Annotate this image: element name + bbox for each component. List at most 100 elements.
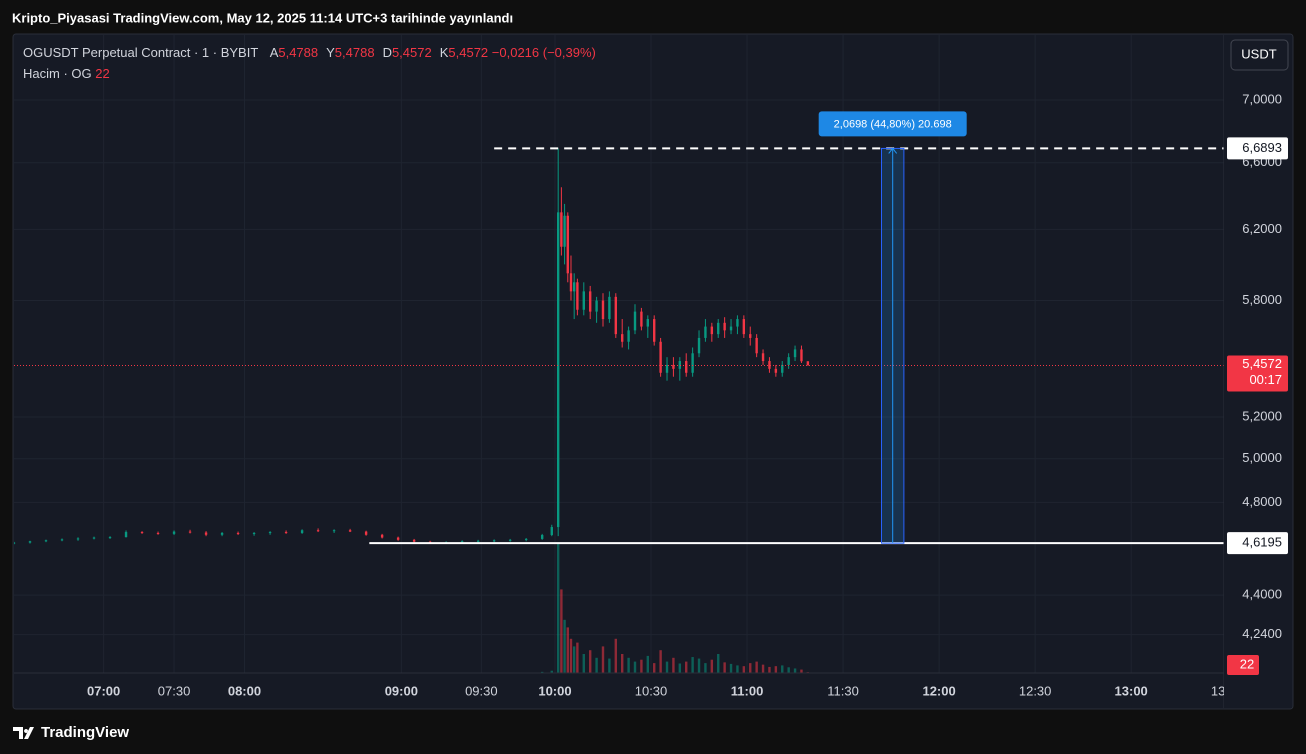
volume-bar — [556, 543, 560, 673]
x-tick-label: 11:30 — [827, 683, 859, 698]
candle-body — [640, 311, 643, 327]
candle-body — [653, 319, 656, 342]
volume-bar — [800, 669, 803, 673]
candle-body — [614, 296, 617, 335]
change-pct: (−0,39%) — [542, 45, 596, 60]
candle-body — [588, 291, 592, 312]
volume-bar — [566, 627, 569, 673]
y-tick-label: 7,0000 — [1242, 91, 1282, 106]
volume-bar — [588, 650, 592, 673]
volume-bar — [678, 663, 682, 673]
ohlc-value: 5,4572 — [391, 45, 432, 60]
candle-body — [252, 532, 256, 534]
volume-value: 22 — [95, 66, 110, 81]
last-price-tag — [1227, 355, 1288, 392]
x-tick-label: 12:00 — [922, 683, 955, 698]
countdown: 00:17 — [1249, 372, 1282, 387]
volume-bar — [787, 667, 790, 673]
symbol-legend: OGUSDT Perpetual Contract · 1 · BYBIT A5… — [23, 45, 596, 60]
x-tick-label: 07:30 — [158, 683, 191, 698]
candle-body — [582, 291, 585, 310]
candle-body — [550, 527, 553, 536]
volume-bar — [781, 665, 784, 673]
hline-tag — [1227, 532, 1288, 555]
y-tick-label: 4,8000 — [1242, 494, 1282, 509]
x-tick-label: 10:30 — [635, 683, 668, 698]
candle-body — [460, 541, 464, 543]
candle-body — [704, 326, 707, 338]
candle-body — [742, 319, 746, 335]
candle-body — [621, 334, 624, 342]
volume-bar — [576, 642, 579, 673]
ohlc-key: Y — [326, 45, 335, 60]
candle-body — [396, 537, 400, 540]
candle-body — [332, 530, 336, 532]
candle-body — [348, 530, 352, 532]
measure-tag — [818, 111, 967, 137]
candle-body — [268, 532, 272, 534]
candle-body — [659, 341, 662, 373]
volume-bar — [729, 663, 733, 673]
volume-bar — [793, 668, 797, 673]
candle-body — [172, 531, 176, 534]
volume-bar — [768, 666, 771, 673]
volume-bar — [749, 663, 752, 673]
volume-bar — [540, 671, 544, 673]
volume-tag-label: 22 — [1240, 656, 1254, 671]
volume-bar — [774, 666, 778, 673]
candle-body — [560, 212, 563, 247]
ohlc-key: A — [269, 45, 279, 60]
y-tick-label: 6,2000 — [1242, 221, 1282, 236]
candle-body — [633, 311, 637, 331]
candle-body — [14, 542, 16, 544]
candle-body — [524, 538, 528, 540]
volume-bar — [608, 658, 611, 673]
y-tick-label: 4,4000 — [1242, 587, 1282, 602]
candle-body — [124, 532, 128, 538]
candle-body — [92, 537, 96, 539]
volume-bar — [601, 646, 605, 673]
candle-body — [140, 532, 144, 534]
currency-button[interactable]: USDT — [1241, 46, 1276, 61]
candle-body — [627, 330, 630, 342]
x-tick-label: 09:00 — [385, 683, 418, 698]
volume-bar — [653, 663, 656, 673]
change: −0,0216 — [491, 45, 540, 60]
candle-body — [672, 364, 675, 369]
hline-label: 4,6195 — [1242, 535, 1282, 550]
volume-bar — [582, 654, 585, 673]
candle-body — [749, 334, 752, 338]
volume-name: Hacim · OG — [23, 66, 92, 81]
candle-body — [697, 337, 701, 354]
candle-body — [723, 322, 726, 331]
candle-body — [646, 319, 650, 327]
candle-body — [665, 364, 669, 373]
symbol: OGUSDT Perpetual Contract · 1 · BYBIT — [23, 45, 259, 60]
last-price-label: 5,4572 — [1242, 356, 1282, 371]
footer-brand: TradingView — [41, 724, 129, 741]
ohlc-value: 5,4788 — [278, 45, 319, 60]
x-tick-label: 10:00 — [538, 683, 571, 698]
volume-bar — [755, 661, 758, 673]
volume-bar — [710, 659, 714, 673]
header: Kripto_Piyasasi TradingView.com, May 12,… — [12, 10, 513, 25]
candle-body — [476, 540, 480, 542]
candle-body — [156, 532, 160, 534]
volume-bar — [595, 657, 598, 673]
candle-body — [108, 537, 112, 539]
candle-body — [774, 368, 778, 373]
volume-bar — [646, 655, 650, 673]
volume-bar — [633, 661, 637, 673]
y-tick-label: 4,2400 — [1242, 626, 1282, 641]
x-tick-label: 09:30 — [465, 683, 498, 698]
candle-body — [60, 539, 64, 541]
y-tick-label: 5,0000 — [1242, 450, 1282, 465]
volume-bar — [704, 663, 707, 673]
candle-body — [364, 531, 368, 535]
candle-body — [28, 541, 32, 543]
candle-body — [806, 361, 810, 366]
candle-body — [755, 337, 758, 354]
candle-body — [729, 326, 733, 331]
candle-body — [566, 215, 569, 274]
